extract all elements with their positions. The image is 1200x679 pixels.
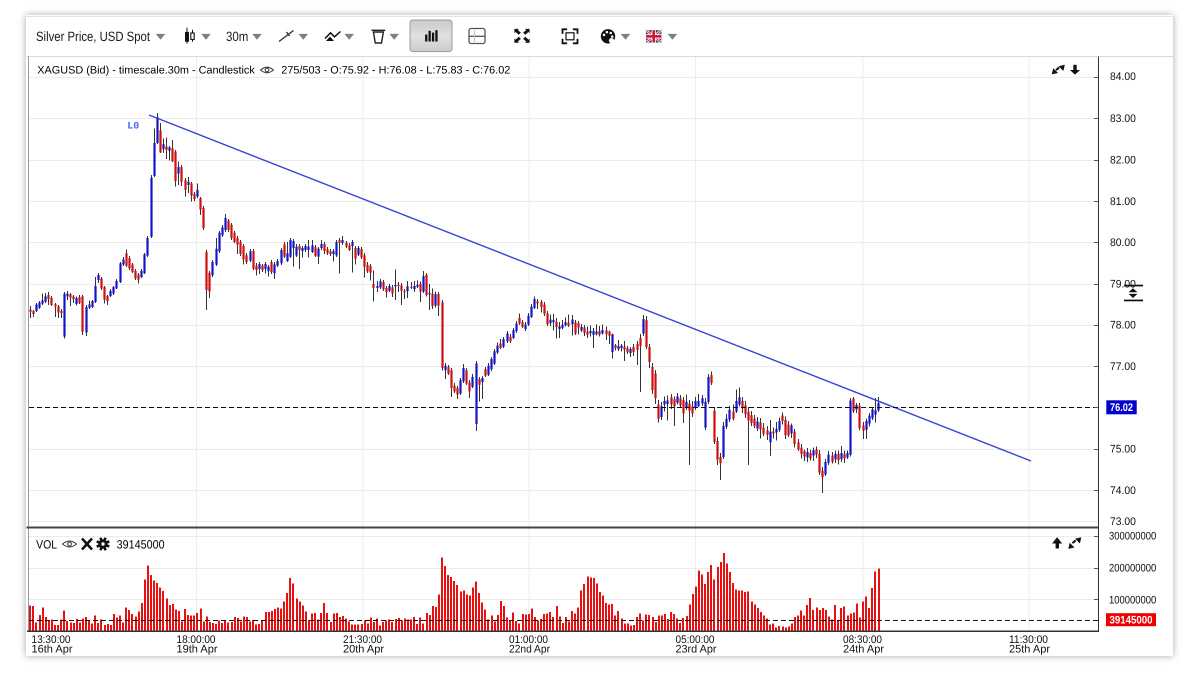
svg-text:300000000: 300000000 <box>1109 531 1156 543</box>
svg-text:80.00: 80.00 <box>1110 237 1136 249</box>
svg-text:73.00: 73.00 <box>1110 516 1136 528</box>
svg-text:25th Apr: 25th Apr <box>1009 643 1050 655</box>
svg-text:77.00: 77.00 <box>1110 361 1136 373</box>
svg-text:78.00: 78.00 <box>1110 320 1136 332</box>
svg-text:13:30:00: 13:30:00 <box>32 634 71 646</box>
svg-text:79.00: 79.00 <box>1110 278 1136 290</box>
svg-text:21:30:00: 21:30:00 <box>343 634 382 646</box>
svg-text:76.02: 76.02 <box>1110 402 1133 414</box>
svg-text:30m: 30m <box>226 29 248 44</box>
svg-text:VOL: VOL <box>36 537 57 551</box>
svg-text:100000000: 100000000 <box>1109 594 1156 606</box>
svg-text:05:00:00: 05:00:00 <box>676 634 715 646</box>
svg-text:08:30:00: 08:30:00 <box>843 634 882 646</box>
svg-text:81.00: 81.00 <box>1110 196 1136 208</box>
svg-text:22nd Apr: 22nd Apr <box>509 643 550 655</box>
svg-text:XAGUSD (Bid) - timescale.30m -: XAGUSD (Bid) - timescale.30m - Candlesti… <box>37 65 255 77</box>
svg-text:19th Apr: 19th Apr <box>177 643 218 655</box>
svg-text:L0: L0 <box>127 121 139 132</box>
svg-text:01:00:00: 01:00:00 <box>509 634 548 646</box>
svg-text:23rd Apr: 23rd Apr <box>676 643 717 655</box>
svg-text:24th Apr: 24th Apr <box>843 643 884 655</box>
svg-text:39145000: 39145000 <box>1110 615 1153 627</box>
svg-text:82.00: 82.00 <box>1110 155 1136 167</box>
svg-text:18:00:00: 18:00:00 <box>177 634 216 646</box>
svg-text:84.00: 84.00 <box>1110 71 1136 83</box>
svg-text:16th Apr: 16th Apr <box>32 643 73 655</box>
svg-text:83.00: 83.00 <box>1110 113 1136 125</box>
svg-text:74.00: 74.00 <box>1110 485 1136 497</box>
svg-text:275/503 - O:75.92 - H:76.08 -: 275/503 - O:75.92 - H:76.08 - L:75.83 - … <box>281 65 510 77</box>
svg-text:39145000: 39145000 <box>117 537 165 551</box>
svg-text:Silver Price, USD Spot: Silver Price, USD Spot <box>36 29 150 44</box>
svg-text:75.00: 75.00 <box>1110 444 1136 456</box>
svg-text:11:30:00: 11:30:00 <box>1009 634 1048 646</box>
svg-text:20th Apr: 20th Apr <box>343 643 384 655</box>
svg-text:200000000: 200000000 <box>1109 562 1156 574</box>
